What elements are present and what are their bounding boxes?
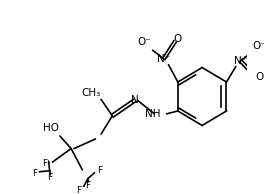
Text: F: F [32, 169, 37, 178]
Text: O⁻: O⁻ [252, 41, 264, 51]
Text: F: F [76, 186, 81, 194]
Text: O: O [174, 34, 182, 44]
Text: O: O [255, 72, 263, 82]
Text: HO: HO [44, 123, 59, 133]
Text: NH: NH [145, 109, 161, 119]
Text: CH₃: CH₃ [81, 88, 100, 98]
Text: F: F [97, 166, 102, 175]
Text: F: F [86, 181, 91, 190]
Text: N: N [131, 95, 139, 105]
Text: N⁺: N⁺ [234, 56, 247, 66]
Text: F: F [47, 173, 52, 182]
Text: F: F [43, 158, 48, 168]
Text: O⁻: O⁻ [137, 37, 151, 48]
Text: N⁺: N⁺ [157, 54, 171, 64]
